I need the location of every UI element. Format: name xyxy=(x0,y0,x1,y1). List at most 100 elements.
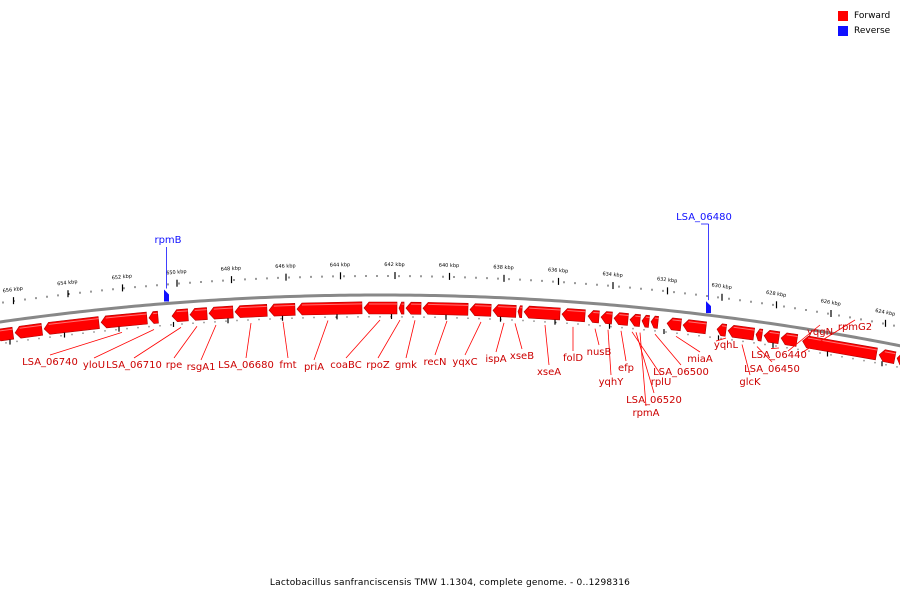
forward-legend-label: Forward xyxy=(854,11,891,21)
forward-gene-label: efp xyxy=(618,363,634,374)
forward-leader xyxy=(770,347,780,349)
forward-leader xyxy=(607,329,612,376)
forward-leader xyxy=(49,332,123,356)
arrow-highlight xyxy=(529,307,561,311)
arrow-highlight xyxy=(239,305,267,309)
forward-gene-label: rsgA1 xyxy=(187,362,216,373)
arrow-highlight xyxy=(194,309,207,311)
arrow-highlight xyxy=(475,305,492,307)
ruler-label: 642 kbp xyxy=(384,262,404,268)
arrow-highlight xyxy=(498,306,517,308)
ruler-label: 630 kbp xyxy=(711,283,732,292)
reverse-swatch xyxy=(838,26,848,36)
ruler-label: 632 kbp xyxy=(657,276,678,284)
forward-leader xyxy=(756,346,773,363)
forward-gene-label: gmk xyxy=(395,360,417,371)
ruler-label: 648 kbp xyxy=(221,266,242,273)
forward-gene-arrow xyxy=(405,301,422,315)
forward-gene-arrow xyxy=(682,319,707,335)
forward-leader xyxy=(434,320,448,356)
arrow-highlight xyxy=(721,325,727,327)
ruler-label: 636 kbp xyxy=(548,267,569,274)
forward-gene-label: LSA_06450 xyxy=(744,364,800,375)
ruler-label: 634 kbp xyxy=(602,271,623,279)
arrow-highlight xyxy=(0,328,13,332)
ruler-label: 624 kbp xyxy=(875,308,896,318)
arrow-highlight xyxy=(176,310,188,313)
forward-gene-label: yqgN xyxy=(807,327,833,338)
forward-gene-label: fmt xyxy=(279,360,296,371)
forward-gene-arrow xyxy=(517,305,523,319)
arrow-highlight xyxy=(606,313,613,315)
reverse-gene-arrow xyxy=(706,301,711,314)
arrow-highlight xyxy=(688,321,707,325)
forward-leader xyxy=(514,323,523,350)
forward-leader xyxy=(544,325,550,366)
forward-gene-label: yqhL xyxy=(714,340,739,351)
arrow-highlight xyxy=(567,310,586,313)
arrow-highlight xyxy=(273,304,295,307)
forward-leader xyxy=(313,320,329,361)
forward-gene-arrow xyxy=(716,323,728,337)
forward-gene-label: LSA_06500 xyxy=(653,367,709,378)
forward-gene-label: ylоU xyxy=(83,360,105,371)
forward-leader xyxy=(245,323,252,359)
forward-leader xyxy=(173,325,198,359)
forward-leader xyxy=(715,337,727,342)
arrow-highlight xyxy=(769,331,780,335)
forward-gene-label: miaA xyxy=(687,354,713,365)
forward-gene-arrow xyxy=(896,352,900,366)
reverse-gene-label: rpmB xyxy=(154,235,181,246)
forward-leader xyxy=(282,321,289,359)
forward-leader xyxy=(377,319,401,359)
legend-reverse: Reverse xyxy=(838,24,890,38)
label-leaders xyxy=(49,223,856,407)
forward-gene-arrow xyxy=(727,324,756,341)
forward-gene-label: LSA_06440 xyxy=(751,350,807,361)
forward-leader xyxy=(631,331,662,376)
forward-gene-arrow xyxy=(763,330,781,345)
forward-gene-label: yqxC xyxy=(452,357,477,368)
forward-leader xyxy=(787,324,821,352)
forward-gene-arrow xyxy=(802,335,878,361)
forward-leader xyxy=(464,321,482,356)
forward-leader xyxy=(495,322,505,353)
forward-gene-arrow xyxy=(641,314,650,328)
forward-gene-arrow xyxy=(100,311,148,329)
forward-gene-arrow xyxy=(43,316,100,335)
forward-gene-arrow xyxy=(422,302,469,316)
forward-gene-label: rpe xyxy=(166,360,183,371)
forward-leader xyxy=(405,320,416,359)
ruler-label: 650 kbp xyxy=(166,269,187,277)
ruler-label: 654 kbp xyxy=(57,279,78,287)
forward-gene-label: rplU xyxy=(651,377,672,388)
arrow-highlight xyxy=(105,313,147,319)
arrow-highlight xyxy=(808,337,878,351)
forward-leader xyxy=(639,332,647,407)
legend: Forward Reverse xyxy=(838,9,890,39)
forward-gene-arrow xyxy=(629,313,641,327)
forward-gene-arrow xyxy=(363,301,398,315)
forward-leader xyxy=(133,327,182,359)
forward-leader xyxy=(345,319,381,359)
ruler-label: 656 kbp xyxy=(2,286,23,295)
genome-backbone xyxy=(0,293,900,348)
forward-leader xyxy=(93,329,155,359)
arrow-highlight xyxy=(428,303,469,306)
forward-gene-arrow xyxy=(613,312,629,326)
arrow-highlight xyxy=(213,307,233,310)
forward-leader xyxy=(200,324,217,361)
forward-gene-label: glcK xyxy=(739,377,761,388)
forward-gene-arrow xyxy=(587,310,600,324)
forward-gene-arrow xyxy=(14,323,44,339)
forward-gene-label: folD xyxy=(563,353,583,364)
forward-gene-arrow xyxy=(561,308,586,323)
forward-gene-label: rpmG2 xyxy=(838,322,872,333)
arrow-highlight xyxy=(733,326,755,331)
reverse-gene-arrow xyxy=(164,289,169,302)
forward-gene-label: xseA xyxy=(537,367,561,378)
forward-gene-label: rpoZ xyxy=(366,360,390,371)
arrow-highlight xyxy=(619,314,629,316)
lower-ticks xyxy=(5,314,898,368)
